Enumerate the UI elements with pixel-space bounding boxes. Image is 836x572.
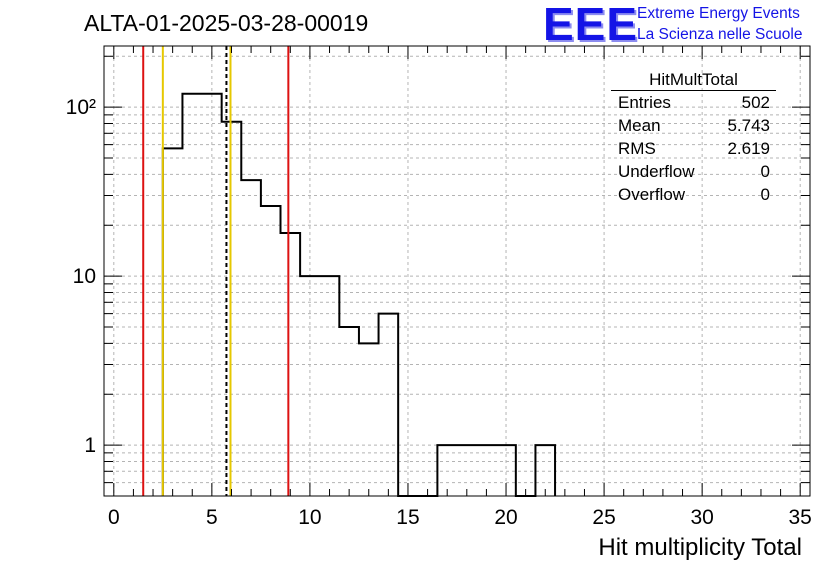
histogram-outline — [161, 92, 557, 497]
stats-label: Entries — [618, 93, 671, 112]
stats-row-underflow: Underflow 0 — [611, 160, 776, 183]
x-tick-label: 15 — [396, 506, 419, 529]
histogram-bin — [182, 94, 202, 496]
histogram-bin — [261, 206, 281, 496]
stats-title: HitMultTotal — [611, 69, 776, 91]
x-tick-label: 30 — [690, 506, 713, 529]
histogram-bin — [163, 148, 183, 496]
histogram-bin — [320, 276, 340, 496]
stats-row-mean: Mean 5.743 — [611, 114, 776, 137]
x-tick-label: 10 — [298, 506, 321, 529]
stats-row-entries: Entries 502 — [611, 91, 776, 114]
logo-line-2: La Scienza nelle Scuole — [637, 26, 803, 43]
stats-value: 0 — [760, 185, 770, 204]
stats-value: 502 — [741, 93, 770, 112]
histogram-bin — [241, 180, 261, 496]
stats-row-overflow: Overflow 0 — [611, 183, 776, 206]
eee-logo: EEE — [543, 0, 639, 50]
x-tick-label: 25 — [592, 506, 615, 529]
x-tick-label: 0 — [108, 506, 120, 529]
histogram-bin — [477, 445, 497, 496]
x-tick-label: 20 — [494, 506, 517, 529]
histogram-bin — [379, 314, 399, 496]
stats-value: 0 — [760, 162, 770, 181]
stats-value: 5.743 — [727, 116, 770, 135]
stats-row-rms: RMS 2.619 — [611, 137, 776, 160]
stats-label: RMS — [618, 139, 656, 158]
stats-label: Mean — [618, 116, 661, 135]
stats-label: Underflow — [618, 162, 695, 181]
logo-text: Extreme Energy Events La Scienza nelle S… — [637, 3, 802, 45]
logo-line-1: Extreme Energy Events — [637, 5, 800, 22]
x-tick-label: 35 — [789, 506, 812, 529]
y-tick-label: 10² — [66, 96, 96, 119]
y-tick-label: 10 — [73, 265, 96, 288]
stats-label: Overflow — [618, 185, 686, 204]
histogram-bin — [359, 343, 379, 496]
stats-value: 2.619 — [727, 139, 770, 158]
y-tick-label: 1 — [84, 434, 96, 457]
x-axis-title: Hit multiplicity Total — [598, 534, 802, 561]
plot-frame — [103, 45, 811, 497]
stats-box: HitMultTotal Entries 502 Mean 5.743 RMS … — [611, 69, 776, 206]
chart-title: ALTA-01-2025-03-28-00019 — [84, 10, 369, 36]
x-tick-label: 5 — [206, 506, 218, 529]
histogram-bin — [339, 327, 359, 496]
histogram-bin — [300, 276, 320, 496]
